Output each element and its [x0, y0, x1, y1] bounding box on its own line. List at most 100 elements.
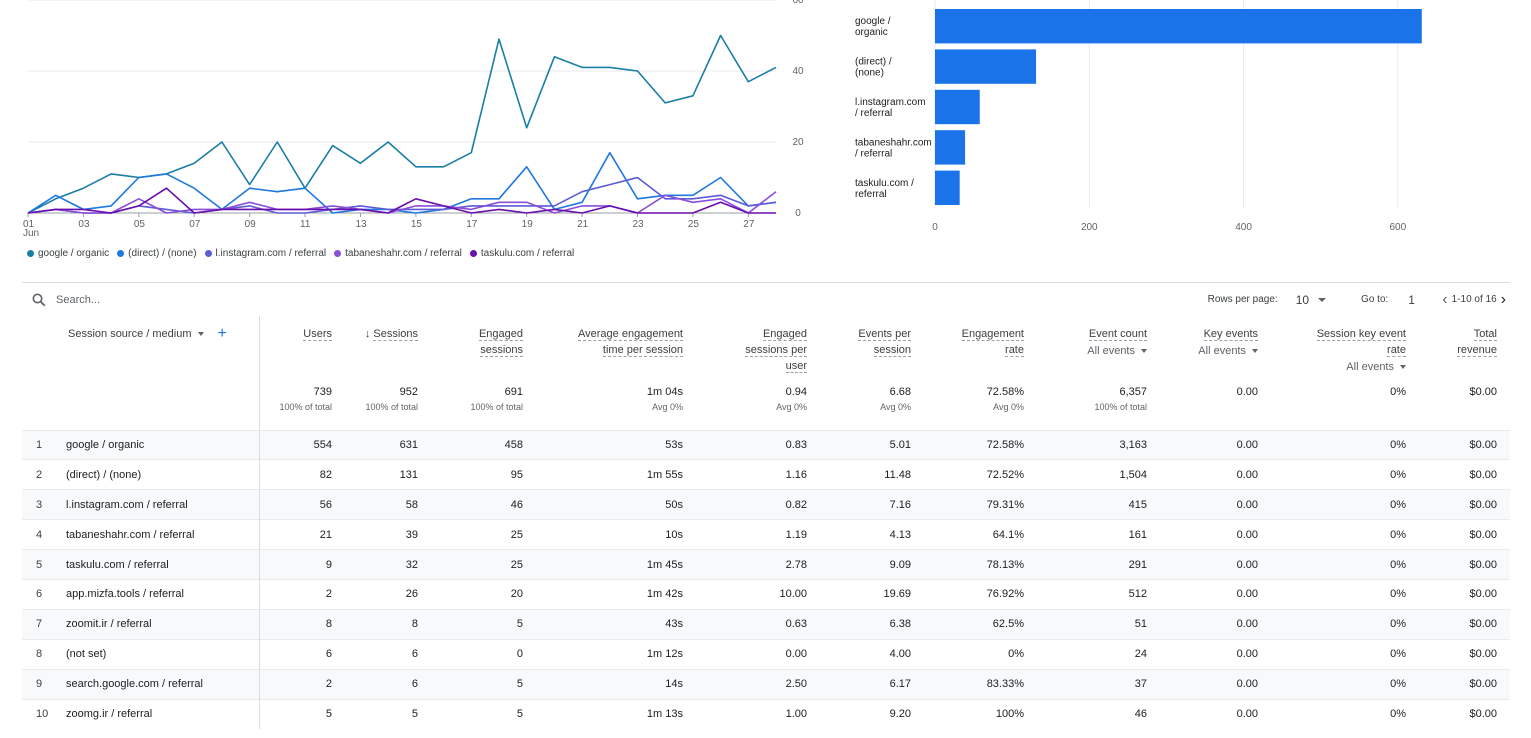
column-header[interactable]: Event count All events [1024, 316, 1147, 386]
search-icon[interactable] [28, 293, 50, 307]
x-tick-label: 200 [1081, 222, 1098, 233]
add-dimension-button[interactable]: + [217, 325, 227, 342]
table-row[interactable]: 10 zoomg.ir / referral 5 5 5 1m 13s 1.00 9.20 10… [22, 698, 1510, 729]
metric-cell: $0.00 [1406, 578, 1510, 610]
event-filter-select[interactable]: All events [1024, 343, 1147, 359]
category-label: / referral [855, 108, 892, 119]
column-header[interactable]: Engaged sessions per user [683, 316, 807, 386]
legend-item[interactable]: google / organic [27, 248, 109, 259]
metric-cell: 2 [259, 668, 332, 700]
dimension-cell: 2 (direct) / (none) [22, 459, 260, 490]
chevron-right-icon[interactable]: › [1500, 290, 1506, 308]
column-header[interactable]: ↓ Sessions [332, 316, 418, 386]
category-label: referral [855, 189, 887, 200]
metric-cell: 131 [332, 459, 418, 490]
column-header-label: session [873, 344, 911, 357]
legend-item[interactable]: tabaneshahr.com / referral [334, 248, 462, 259]
goto-input[interactable]: 1 [1408, 292, 1415, 307]
metric-cell: 554 [259, 429, 332, 460]
dimension-header[interactable]: Session source / medium + [22, 316, 260, 386]
total-cell: $0.00 [1406, 386, 1510, 430]
column-header[interactable]: Engagement rate [911, 316, 1024, 386]
y-tick-label: 20 [792, 137, 804, 148]
metric-cell: 0% [1258, 549, 1406, 580]
column-header[interactable]: Total revenue [1406, 316, 1510, 386]
total-percent: Avg 0% [652, 402, 683, 412]
metric-cell: $0.00 [1406, 668, 1510, 700]
column-header-label: Engaged [478, 328, 523, 341]
metric-cell: 0.00 [1147, 608, 1258, 640]
metric-cell: 0.00 [1147, 668, 1258, 700]
total-percent: Avg 0% [880, 402, 911, 412]
event-filter-select[interactable]: All events [1258, 359, 1406, 375]
metric-cell: 9.09 [807, 549, 911, 580]
dimension-cell: 3 l.instagram.com / referral [22, 489, 260, 520]
chevron-down-icon[interactable] [197, 332, 204, 337]
table-row[interactable]: 4 tabaneshahr.com / referral 21 39 25 10s 1.19… [22, 519, 1510, 550]
metric-cell: 6 [259, 638, 332, 670]
chevron-down-icon [1318, 298, 1327, 303]
metric-cell: $0.00 [1406, 638, 1510, 670]
metric-cell: 2.78 [683, 549, 807, 580]
table-row[interactable]: 2 (direct) / (none) 82 131 95 1m 55s 1.16 11.48… [22, 459, 1510, 490]
legend-item[interactable]: (direct) / (none) [117, 248, 197, 259]
table-row[interactable]: 6 app.mizfa.tools / referral 2 26 20 1m 42s 10… [22, 578, 1510, 610]
table-row[interactable]: 9 search.google.com / referral 2 6 5 14s 2.50 6… [22, 668, 1510, 700]
total-value: 0.94 [785, 386, 807, 398]
metric-cell: 53s [523, 429, 683, 460]
column-header[interactable]: Average engagement time per session [523, 316, 683, 386]
x-month-label: Jun [23, 228, 39, 238]
column-header-label: rate [1005, 344, 1024, 357]
table-row[interactable]: 1 google / organic 554 631 458 53s 0.83 5.01 72.… [22, 429, 1510, 460]
x-tick-label: 05 [134, 219, 146, 230]
metric-cell: 43s [523, 608, 683, 640]
total-value: 6.68 [889, 386, 911, 398]
event-filter-select[interactable]: All events [1147, 343, 1258, 359]
table-toolbar: Rows per page: 10 Go to: 1 ‹ 1-10 of 16 … [22, 282, 1510, 316]
sort-descending-icon[interactable]: ↓ [364, 328, 371, 340]
x-tick-label: 09 [245, 219, 257, 230]
column-header[interactable]: Engaged sessions [418, 316, 523, 386]
metric-cell: 0.00 [1147, 519, 1258, 550]
metric-cell: 72.52% [911, 459, 1024, 490]
metric-cell: 46 [418, 489, 523, 520]
metric-cell: 6 [332, 668, 418, 700]
metric-cell: 0.00 [1147, 459, 1258, 490]
metric-cell: 4.00 [807, 638, 911, 670]
row-number: 10 [36, 708, 49, 721]
category-label: organic [855, 27, 888, 38]
column-header[interactable]: Key events All events [1147, 316, 1258, 386]
metric-cell: 5 [418, 668, 523, 700]
total-percent: 100% of total [470, 402, 523, 412]
table-row[interactable]: 8 (not set) 6 6 0 1m 12s 0.00 4.00 0% 24 0.00 0% $0.… [22, 638, 1510, 670]
metric-cell: 10.00 [683, 578, 807, 610]
column-header[interactable]: Users [259, 316, 332, 386]
metric-cell: 37 [1024, 668, 1147, 700]
total-value: 6,357 [1119, 386, 1147, 398]
legend-item[interactable]: l.instagram.com / referral [204, 248, 326, 259]
column-header[interactable]: Session key event rate All events [1258, 316, 1406, 386]
metric-cell: 58 [332, 489, 418, 520]
bar [935, 130, 966, 165]
search-input[interactable] [56, 293, 356, 306]
metric-cell: 291 [1024, 549, 1147, 580]
column-header[interactable]: Events per session [807, 316, 911, 386]
table-row[interactable]: 5 taskulu.com / referral 9 32 25 1m 45s 2.78 9.… [22, 549, 1510, 580]
metric-cell: 458 [418, 429, 523, 460]
metric-cell: 79.31% [911, 489, 1024, 520]
table-row[interactable]: 7 zoomit.ir / referral 8 8 5 43s 0.63 6.38 62.5%… [22, 608, 1510, 640]
legend-dot-icon [204, 250, 212, 257]
column-header-label: Total [1473, 328, 1497, 341]
legend-item[interactable]: taskulu.com / referral [469, 248, 574, 259]
metric-cell: 0% [1258, 608, 1406, 640]
x-tick-label: 01 [23, 219, 35, 230]
rows-per-page-select[interactable]: 10 [1296, 293, 1327, 307]
metric-cell: 0% [1258, 459, 1406, 490]
total-cell: 952 100% of total [332, 386, 418, 430]
chevron-left-icon[interactable]: ‹ [1442, 290, 1448, 308]
table-row[interactable]: 3 l.instagram.com / referral 56 58 46 50s 0.82… [22, 489, 1510, 520]
total-cell: 691 100% of total [418, 386, 523, 430]
x-tick-label: 13 [355, 219, 367, 230]
metric-cell: 1m 55s [523, 459, 683, 490]
dimension-cell: 7 zoomit.ir / referral [22, 608, 260, 640]
